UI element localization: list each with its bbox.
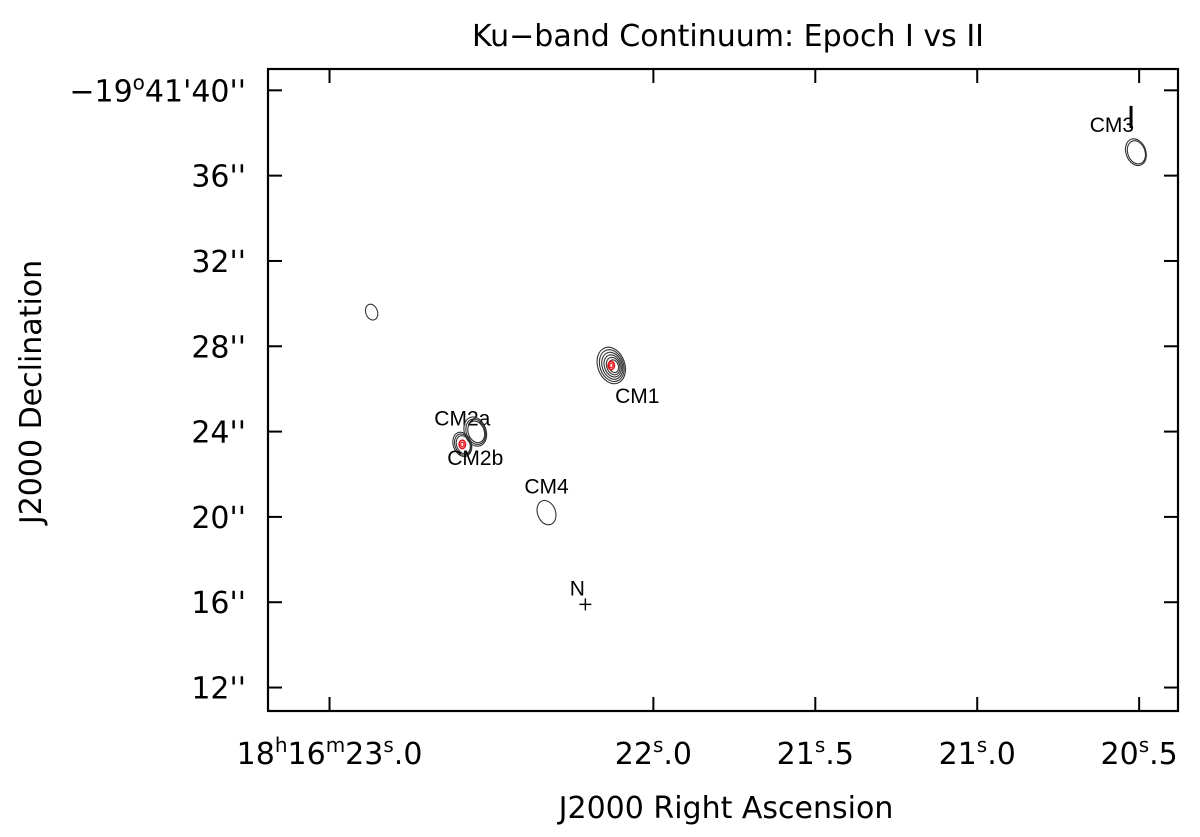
- plot-frame: [266, 67, 1180, 713]
- epoch-corner-label: I: [1127, 101, 1136, 136]
- radio-source-cm2b: CM2b: [447, 416, 503, 470]
- x-tick-label: 21s.5: [777, 733, 854, 772]
- source-label: CM2b: [447, 447, 503, 470]
- contour-line: [603, 354, 622, 378]
- contour-line: [364, 303, 379, 321]
- radio-source-cm2a: CM2a: [434, 407, 491, 458]
- radio-sources: CM1 CM2a CM2b CM4 CM3: [364, 114, 1147, 526]
- source-label: CM1: [615, 385, 659, 408]
- contour-line: [453, 433, 472, 456]
- radio-source: [364, 303, 379, 321]
- contour-line: [463, 416, 488, 447]
- y-tick-label: 16'': [191, 586, 246, 621]
- x-tick-labels: 18h16m23s.0 22s.0 21s.5 21s.0 20s.5: [237, 733, 1178, 772]
- source-label: CM4: [524, 476, 569, 499]
- x-tick-label: 21s.0: [939, 733, 1016, 772]
- marker-label: N: [570, 577, 585, 600]
- y-tick-label: 24'': [191, 416, 246, 451]
- contour-line: [1126, 140, 1146, 165]
- y-tick-labels: 12'' 16'' 20'' 24'' 28'' 32'' 36'' −19o41'40'': [69, 70, 246, 706]
- radio-source-cm1: CM1: [596, 346, 659, 408]
- epoch-ii-core-contour: [460, 441, 465, 448]
- x-tick-label: 22s.0: [615, 733, 692, 772]
- y-axis-label: J2000 Declination: [14, 260, 49, 526]
- y-tick-label: 36'': [191, 160, 246, 195]
- epoch-ii-core-contour: [607, 360, 616, 371]
- y-tick-label: −19o41'40'': [69, 70, 246, 109]
- contour-line: [467, 420, 486, 444]
- position-markers: N: [570, 577, 592, 611]
- contour-line: [598, 349, 625, 383]
- axis-ticks: [268, 69, 1178, 711]
- contour-line: [465, 418, 487, 445]
- source-label: CM3: [1090, 114, 1134, 137]
- epoch-ii-core-contour: [458, 439, 467, 450]
- marker-n: N: [570, 577, 592, 611]
- x-axis-label: J2000 Right Ascension: [557, 791, 894, 826]
- y-tick-label: 28'': [191, 330, 246, 365]
- source-label: CM2a: [434, 407, 490, 430]
- contour-line: [1124, 138, 1147, 167]
- x-tick-label: 20s.5: [1101, 733, 1178, 772]
- y-tick-label: 20'': [191, 501, 246, 536]
- contour-line: [536, 499, 557, 526]
- y-tick-label: 32'': [191, 245, 246, 280]
- contour-line: [601, 351, 624, 380]
- contour-line: [605, 356, 621, 376]
- x-tick-label: 18h16m23s.0: [237, 733, 423, 772]
- chart-title: Ku−band Continuum: Epoch I vs II: [472, 19, 984, 54]
- y-tick-label: 12'': [191, 672, 246, 707]
- radio-source-cm3: CM3: [1090, 114, 1147, 167]
- radio-source-cm4: CM4: [524, 476, 569, 526]
- epoch-ii-core-contour: [609, 362, 614, 369]
- contour-line: [596, 346, 627, 385]
